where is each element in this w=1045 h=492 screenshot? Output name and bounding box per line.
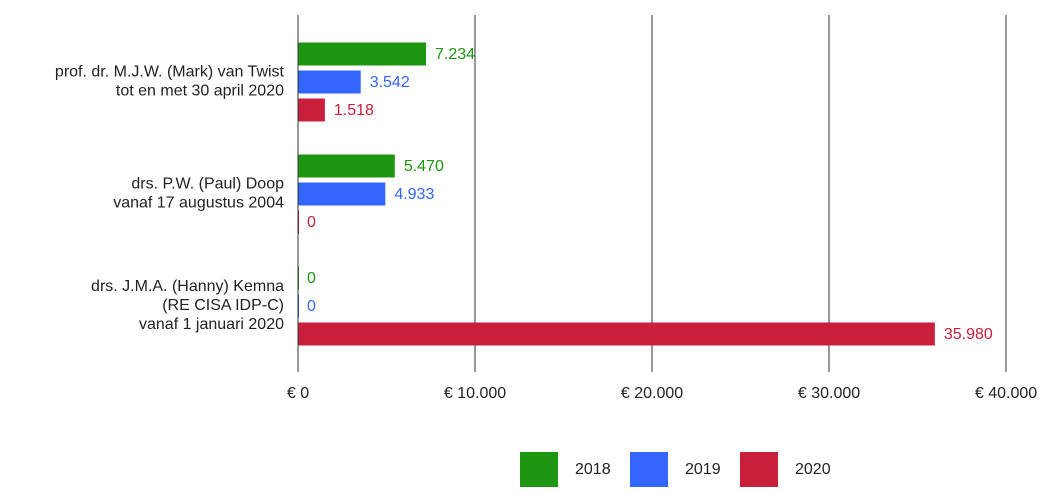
category-label: prof. dr. M.J.W. (Mark) van Twist tot en … xyxy=(55,64,285,100)
x-tick-label: € 40.000 xyxy=(975,385,1037,402)
x-tick-label: € 30.000 xyxy=(798,385,860,402)
x-tick-label: € 0 xyxy=(287,385,309,402)
value-label: 7.234 xyxy=(435,46,475,63)
bar xyxy=(298,154,395,178)
legend-label: 2019 xyxy=(685,461,721,478)
x-tick-label: € 20.000 xyxy=(621,385,683,402)
legend-label: 2020 xyxy=(795,461,831,478)
legend-label: 2018 xyxy=(575,461,611,478)
legend-swatch xyxy=(740,452,778,487)
value-label: 0 xyxy=(307,214,316,231)
bar xyxy=(298,42,427,66)
x-tick-label: € 10.000 xyxy=(444,385,506,402)
bar xyxy=(298,322,935,346)
bar xyxy=(298,182,386,206)
bar xyxy=(298,98,325,122)
category-label: drs. J.M.A. (Hanny) Kemna (RE CISA IDP-C)… xyxy=(91,278,284,333)
value-label: 1.518 xyxy=(334,102,374,119)
value-label: 5.470 xyxy=(404,158,444,175)
value-label: 0 xyxy=(307,270,316,287)
value-label: 4.933 xyxy=(394,186,434,203)
legend-swatch xyxy=(520,452,558,487)
legend-swatch xyxy=(630,452,668,487)
category-label: drs. P.W. (Paul) Doop vanaf 17 augustus 2… xyxy=(113,176,284,212)
value-label: 35.980 xyxy=(944,326,993,343)
value-label: 3.542 xyxy=(370,74,410,91)
bar xyxy=(298,70,361,94)
value-label: 0 xyxy=(307,298,316,315)
